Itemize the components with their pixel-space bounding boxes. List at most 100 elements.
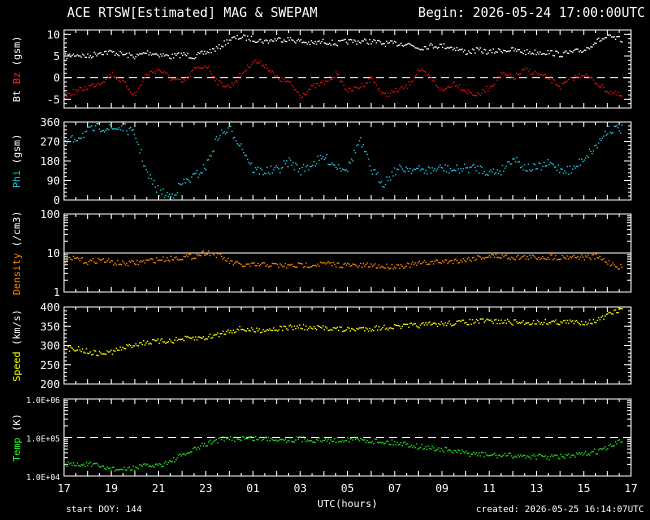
speed-point: [478, 322, 480, 324]
mag-point: [460, 49, 462, 51]
mag-point: [323, 42, 325, 44]
speed-point: [608, 311, 610, 314]
mag-point: [590, 76, 592, 79]
mag-point: [291, 84, 293, 86]
phi-point: [266, 166, 268, 169]
speed-point: [122, 346, 124, 349]
mag-point: [585, 75, 587, 77]
density-point: [396, 264, 398, 266]
mag-point: [222, 85, 224, 87]
speed-point: [351, 327, 353, 330]
phi-point: [508, 160, 510, 163]
temp-point: [146, 463, 149, 465]
x-tick-label: 15: [577, 482, 590, 495]
density-point: [122, 260, 124, 262]
mag-point: [111, 71, 114, 74]
temp-point: [211, 442, 214, 444]
density-point: [310, 266, 312, 268]
mag-point: [327, 43, 329, 46]
phi-point: [539, 162, 541, 165]
mag-point: [611, 93, 613, 95]
mag-point: [318, 84, 320, 87]
speed-ytick-label: 300: [40, 340, 60, 353]
phi-point: [154, 186, 156, 188]
temp-point: [179, 453, 181, 455]
mag-point: [440, 87, 442, 89]
speed-point: [94, 350, 97, 352]
speed-point: [67, 346, 69, 348]
density-point: [198, 254, 201, 256]
phi-point: [327, 163, 329, 166]
temp-point: [192, 447, 194, 450]
mag-point: [84, 56, 86, 58]
phi-point: [479, 165, 481, 167]
density-point: [497, 256, 500, 258]
mag-point: [416, 74, 418, 76]
density-point: [365, 263, 367, 266]
density-point: [154, 262, 156, 264]
mag-point: [618, 94, 621, 97]
mag-point: [283, 79, 285, 81]
mag-point: [266, 40, 268, 42]
speed-point: [371, 328, 374, 331]
temp-point: [262, 438, 264, 441]
mag-point: [278, 78, 280, 80]
speed-point: [312, 328, 314, 330]
phi-point: [393, 167, 396, 169]
phi-point: [140, 148, 142, 151]
density-point: [175, 256, 177, 258]
temp-point: [222, 436, 224, 438]
mag-point: [159, 53, 162, 55]
phi-ylabel-part: Phi: [12, 170, 23, 188]
temp-point: [313, 441, 315, 443]
temp-point: [553, 454, 556, 456]
temp-point: [487, 455, 489, 457]
speed-point: [219, 333, 221, 335]
temp-point: [136, 467, 138, 469]
temp-point: [604, 445, 606, 448]
temp-point: [616, 443, 618, 445]
density-point: [196, 253, 198, 256]
speed-point: [553, 320, 556, 323]
mag-point: [169, 57, 171, 59]
speed-point: [291, 326, 293, 328]
density-point: [318, 265, 320, 267]
temp-point: [323, 439, 325, 442]
temp-point: [286, 441, 288, 443]
mag-point: [553, 55, 556, 57]
density-point: [382, 266, 384, 268]
speed-point: [341, 330, 344, 333]
speed-point: [505, 322, 507, 324]
temp-point: [117, 469, 119, 471]
mag-point: [130, 91, 132, 93]
speed-point: [288, 325, 290, 327]
density-point: [621, 266, 623, 269]
phi-point: [185, 178, 188, 180]
phi-point: [278, 168, 280, 170]
mag-point: [456, 46, 458, 49]
mag-point: [200, 67, 202, 69]
temp-point: [68, 463, 71, 465]
phi-point: [283, 160, 285, 162]
phi-point: [468, 171, 470, 174]
mag-point: [418, 70, 420, 72]
density-point: [308, 266, 310, 269]
speed-point: [111, 353, 114, 355]
density-series-density: [65, 250, 623, 270]
density-point: [221, 255, 223, 258]
density-point: [323, 262, 325, 264]
speed-point: [273, 327, 275, 329]
mag-point: [373, 81, 375, 83]
mag-point: [74, 93, 76, 96]
phi-point: [301, 166, 303, 169]
density-point: [68, 256, 71, 259]
mag-point: [568, 78, 570, 81]
mag-point: [453, 81, 455, 83]
phi-point: [98, 128, 101, 130]
density-point: [577, 255, 579, 258]
temp-point: [458, 449, 461, 452]
mag-point: [296, 91, 298, 93]
mag-point: [209, 48, 211, 51]
density-point: [544, 258, 546, 260]
